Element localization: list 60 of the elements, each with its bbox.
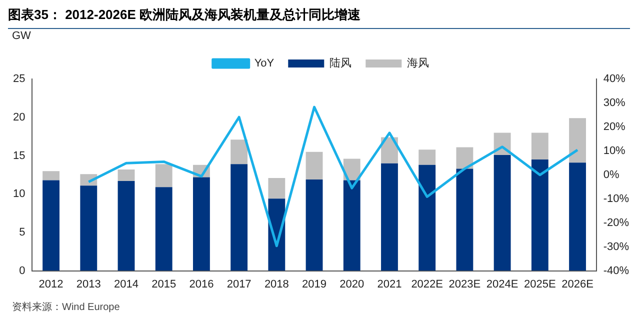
x-tick-label: 2018 xyxy=(264,278,289,290)
x-tick-label: 2013 xyxy=(76,278,101,290)
y-tick-label: 0 xyxy=(19,264,26,277)
x-tick-label: 2020 xyxy=(340,278,364,290)
x-tick-label: 2015 xyxy=(152,278,176,290)
legend-label: 陆风 xyxy=(330,56,352,70)
bar xyxy=(306,152,323,180)
y-tick-label: 5 xyxy=(19,226,26,238)
text: 资料来源：Wind Europe xyxy=(12,300,120,314)
bar xyxy=(418,150,436,165)
y2-tick-label: 0% xyxy=(603,168,620,181)
bar xyxy=(80,186,98,271)
bar xyxy=(531,160,548,271)
chart-title: 图表35： 2012-2026E 欧洲陆风及海风装机量及总计同比增速 xyxy=(8,6,630,29)
x-tick-label: 2019 xyxy=(302,278,327,290)
bar xyxy=(343,180,360,271)
x-tick-label: 2023E xyxy=(448,278,481,290)
x-tick-label: 2025E xyxy=(524,278,556,290)
y2-tick-label: -10% xyxy=(603,192,630,205)
y-tick-label: 20 xyxy=(12,111,26,124)
y2-tick-label: -30% xyxy=(603,240,630,253)
x-tick-label: 2026E xyxy=(562,278,594,290)
bar xyxy=(456,147,474,169)
y-axis-title: GW xyxy=(12,30,31,42)
bar xyxy=(494,154,511,271)
bar xyxy=(42,180,60,271)
bar xyxy=(268,178,286,199)
bar xyxy=(531,132,548,160)
y-tick-label: 10 xyxy=(12,188,26,200)
x-tick-label: 2021 xyxy=(377,278,402,290)
y2-tick-label: 20% xyxy=(603,120,626,133)
x-tick-label: 2017 xyxy=(226,278,252,290)
bar xyxy=(306,180,323,271)
x-tick-label: 2014 xyxy=(114,278,138,290)
x-tick-label: 2016 xyxy=(189,278,214,290)
x-tick-label: 2024E xyxy=(486,278,518,290)
y-tick-label: 25 xyxy=(12,73,26,86)
bar xyxy=(193,177,210,271)
y2-tick-label: 30% xyxy=(603,97,626,110)
legend-label: 海风 xyxy=(407,58,430,70)
bar xyxy=(381,163,398,271)
bar xyxy=(456,168,474,271)
bar xyxy=(230,164,248,271)
bar xyxy=(118,170,135,182)
y-tick-label: 15 xyxy=(12,150,26,162)
bar xyxy=(155,187,172,271)
y2-tick-label: -40% xyxy=(603,264,630,277)
y2-tick-label: 40% xyxy=(603,73,626,86)
bar xyxy=(118,181,135,271)
bar xyxy=(569,162,586,271)
bar xyxy=(42,171,60,180)
y2-tick-label: 10% xyxy=(603,144,626,157)
x-tick-label: 2012 xyxy=(38,278,64,290)
bar xyxy=(418,164,436,271)
y2-tick-label: -20% xyxy=(603,216,630,229)
bar xyxy=(155,164,172,188)
bar xyxy=(230,140,248,164)
bar xyxy=(569,118,586,163)
x-tick-label: 2022E xyxy=(411,278,443,290)
legend-label: YoY xyxy=(254,58,275,70)
